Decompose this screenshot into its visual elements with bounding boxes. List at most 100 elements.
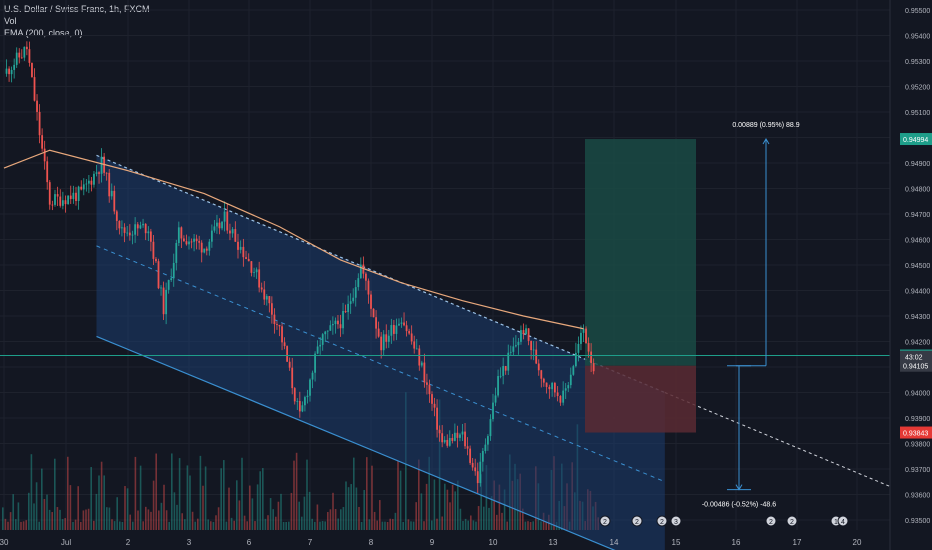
- long-position-tool[interactable]: [585, 139, 696, 433]
- time-axis[interactable]: 30 Jul 2 3 6 7 8 9 10 13 14 15 16 17 20: [0, 538, 862, 547]
- candle-body: [352, 297, 355, 302]
- candle-body: [459, 434, 461, 438]
- candle-body: [226, 211, 229, 231]
- candle-body: [218, 222, 221, 229]
- lower-move-label: -0.00486 (-0.52%) -48.6: [702, 502, 776, 509]
- candle-body: [304, 397, 306, 406]
- channel-mid-line[interactable]: [96, 245, 666, 483]
- event-marker[interactable]: 2: [631, 515, 643, 527]
- volume-bar: [282, 522, 285, 530]
- candle-body: [139, 225, 142, 229]
- candle-body: [349, 301, 352, 304]
- event-marker[interactable]: 4: [837, 515, 849, 527]
- stop-price-badge-bg[interactable]: [900, 426, 932, 439]
- volume-bar: [35, 482, 38, 530]
- candle-body: [403, 322, 405, 326]
- candle-body: [324, 331, 327, 335]
- event-marker[interactable]: 2: [765, 515, 777, 527]
- candle-body: [564, 388, 567, 391]
- volume-bar: [2, 507, 4, 530]
- candle-body: [342, 311, 344, 329]
- target-price-badge-bg[interactable]: [900, 133, 932, 146]
- candle-body: [428, 384, 431, 395]
- candle-body: [250, 261, 253, 273]
- candle-body: [283, 342, 286, 347]
- candle-body: [293, 388, 296, 402]
- volume-bar: [280, 493, 282, 530]
- event-marker[interactable]: 2: [786, 515, 798, 527]
- ema-line[interactable]: [3, 149, 584, 330]
- candle-body: [198, 241, 201, 243]
- candle-body: [85, 183, 88, 185]
- candle-body: [448, 437, 451, 446]
- candle-body: [466, 446, 469, 449]
- candle-body: [291, 367, 294, 389]
- candle-body: [100, 156, 103, 174]
- candle-body: [54, 194, 56, 205]
- candle-body: [502, 366, 505, 376]
- channel-upper-extension[interactable]: [664, 392, 901, 492]
- candle-body: [51, 204, 54, 206]
- candle-body: [469, 448, 472, 463]
- candle-body: [216, 222, 218, 227]
- price-axis[interactable]: 0.955000.954000.953000.952000.951000.950…: [889, 0, 932, 550]
- volume-bar: [189, 475, 191, 530]
- candle-body: [108, 172, 111, 197]
- volume-bar: [488, 507, 490, 530]
- candle-body: [167, 279, 170, 290]
- volume-bar: [220, 468, 222, 530]
- candle-body: [38, 111, 41, 136]
- volume-bar: [178, 458, 181, 530]
- event-marker[interactable]: 2: [599, 515, 611, 527]
- upper-move-label: 0.00889 (0.95%) 88.9: [732, 122, 799, 129]
- volume-bar: [54, 458, 56, 530]
- candle-body: [574, 352, 577, 367]
- chart-title: U.S. Dollar / Swiss Franc, 1h, FXCM: [4, 4, 150, 14]
- profit-zone[interactable]: [585, 139, 696, 366]
- volume-bar: [496, 514, 498, 530]
- volume-bar: [64, 518, 66, 530]
- arrow-up-icon: [762, 138, 770, 145]
- stop-price-badge[interactable]: 0.93843: [903, 431, 928, 438]
- candle-body: [395, 325, 398, 334]
- volume-bar: [207, 519, 209, 530]
- candle-body: [321, 334, 324, 345]
- channel-lower-line[interactable]: [96, 335, 665, 550]
- regression-channel[interactable]: [96, 154, 901, 550]
- price-tick-label: 0.94900: [905, 161, 930, 168]
- candle-body: [15, 52, 18, 65]
- volume-bar: [319, 521, 321, 530]
- volume-bar: [272, 509, 274, 530]
- candle-body: [131, 234, 134, 236]
- candle-body: [177, 227, 180, 243]
- volume-bar: [373, 511, 376, 530]
- volume-bar: [355, 487, 358, 530]
- volume-label[interactable]: Vol: [4, 16, 17, 26]
- volume-bar: [124, 486, 126, 530]
- ema-indicator-label[interactable]: EMA (200, close, 0): [4, 28, 83, 38]
- volume-bar: [301, 516, 303, 530]
- volume-bar: [332, 492, 334, 530]
- volume-bar: [545, 521, 547, 530]
- loss-zone[interactable]: [585, 365, 696, 433]
- event-marker[interactable]: 2: [656, 515, 668, 527]
- volume-bar: [80, 521, 82, 530]
- candle-body: [484, 444, 487, 452]
- event-marker[interactable]: 3: [670, 515, 682, 527]
- candle-body: [357, 278, 360, 288]
- channel-upper-line[interactable]: [96, 154, 666, 394]
- volume-bar: [165, 510, 168, 530]
- event-marker-count: 3: [674, 519, 678, 526]
- candle-body: [276, 324, 278, 325]
- volume-bar: [111, 519, 113, 530]
- current-price-badge-bg[interactable]: [900, 350, 932, 372]
- volume-bar: [4, 518, 7, 530]
- candle-body: [382, 334, 385, 351]
- candle-body: [582, 328, 585, 333]
- candle-body: [494, 395, 497, 403]
- target-price-badge[interactable]: 0.94994: [903, 137, 928, 144]
- volume-bar: [7, 521, 9, 530]
- volume-bar: [503, 489, 506, 530]
